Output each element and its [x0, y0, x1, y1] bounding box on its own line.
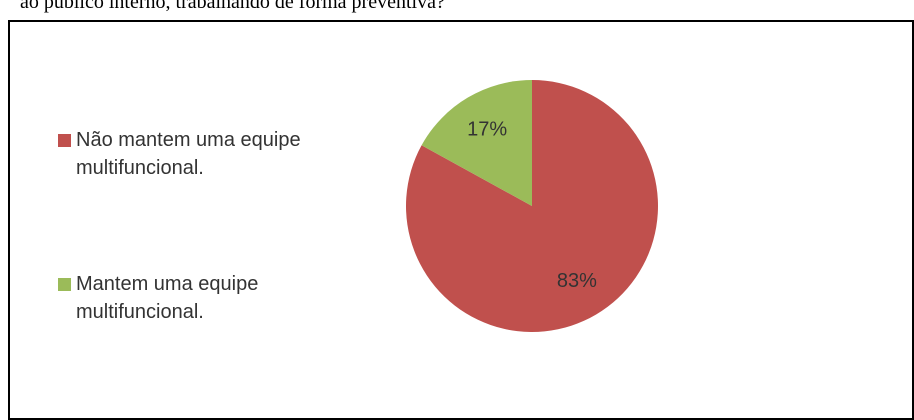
legend-item: Não mantem uma equipe multifuncional. — [58, 126, 358, 182]
data-label: 17% — [467, 118, 507, 140]
pie-slice — [421, 80, 532, 206]
caption: ao publico interno, trabalhando de forma… — [20, 0, 445, 13]
legend-label: Mantem uma equipe multifuncional. — [76, 273, 259, 323]
legend-item: Mantem uma equipe multifuncional. — [58, 270, 358, 326]
legend-label: Não mantem uma equipe multifuncional. — [76, 129, 301, 179]
chart: 83% 17% — [406, 80, 658, 333]
legend-swatch — [58, 278, 71, 291]
pie-slice — [406, 80, 658, 333]
chart-frame: 83% 17% Não mantem uma equipe multifuncio… — [8, 20, 914, 420]
data-label: 83% — [557, 270, 597, 292]
legend-swatch — [58, 134, 71, 147]
